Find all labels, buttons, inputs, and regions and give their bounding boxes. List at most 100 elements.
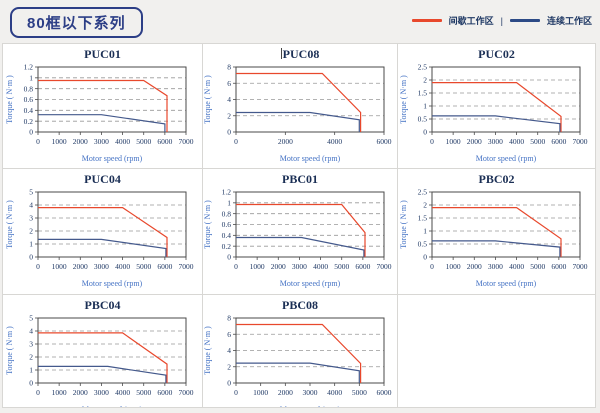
legend-label-intermittent: 间歇工作区 <box>448 16 494 26</box>
chart-title: PUC02 <box>398 44 595 62</box>
x-tick-label: 5000 <box>530 137 545 146</box>
chart-title-text: PUC02 <box>478 47 515 61</box>
x-tick-label: 0 <box>234 388 238 397</box>
plot-border <box>37 317 187 384</box>
y-tick-label: 4 <box>227 95 231 104</box>
y-tick-label: 4 <box>29 327 33 336</box>
torque-speed-chart-pbc02: 0 0.5 1 1.5 2 2.5 0 1000 2000 3000 4000 5000 6000 700… <box>399 188 588 288</box>
continuous-line <box>432 115 561 132</box>
x-tick-label: 3000 <box>94 388 109 397</box>
y-tick-label: 0 <box>29 253 33 262</box>
torque-speed-chart-puc04: 0 1 2 3 4 5 0 1000 2000 3000 4000 5000 6000 7000 Motor… <box>5 188 194 288</box>
y-axis-label: Torque ( N·m ) <box>203 200 212 249</box>
y-tick-label: 8 <box>227 314 231 323</box>
chart-title: PBC02 <box>398 169 595 187</box>
x-tick-label: 3000 <box>488 262 503 271</box>
chart-title: PUC04 <box>3 169 202 187</box>
chart-cell-puc01: PUC01 0 0.2 0.4 0.6 0.8 1 1.2 0 1000 2000 3000 4000… <box>3 44 202 168</box>
y-tick-label: 1 <box>423 227 427 236</box>
x-tick-label: 6000 <box>157 137 172 146</box>
chart-title-text: PBC02 <box>478 172 515 186</box>
y-tick-label: 3 <box>29 214 33 223</box>
continuous-line <box>38 365 167 383</box>
y-tick-label: 3 <box>29 340 33 349</box>
x-tick-label: 5000 <box>136 137 151 146</box>
intermittent-line-swatch <box>411 19 442 22</box>
x-axis-label: Motor speed (rpm) <box>82 405 143 407</box>
torque-speed-chart-pbc08: 0 2 4 6 8 0 1000 2000 3000 4000 5000 6000 Motor spee… <box>203 314 392 407</box>
y-tick-label: 0.8 <box>24 84 34 93</box>
x-tick-label: 7000 <box>179 262 194 271</box>
x-tick-label: 3000 <box>488 137 503 146</box>
y-axis-label: Torque ( N·m ) <box>203 326 212 375</box>
y-tick-label: 0.4 <box>24 106 34 115</box>
y-tick-label: 2 <box>29 227 33 236</box>
chart-cell-pbc04: PBC04 0 1 2 3 4 5 0 1000 2000 3000 4000 5000 6000 700… <box>3 295 202 407</box>
y-tick-label: 6 <box>227 330 231 339</box>
intermittent-line <box>432 207 562 257</box>
x-tick-label: 0 <box>234 137 238 146</box>
y-tick-label: 1.2 <box>24 63 34 72</box>
y-tick-label: 8 <box>227 63 231 72</box>
continuous-line <box>236 111 360 132</box>
plot-border <box>37 191 187 258</box>
y-tick-label: 1.5 <box>418 214 428 223</box>
y-axis-label: Torque ( N·m ) <box>399 200 408 249</box>
y-tick-label: 2 <box>423 201 427 210</box>
x-tick-label: 6000 <box>157 388 172 397</box>
x-tick-label: 7000 <box>377 262 392 271</box>
x-tick-label: 2000 <box>73 137 88 146</box>
x-axis-label: Motor speed (rpm) <box>82 154 143 163</box>
x-tick-label: 0 <box>36 262 40 271</box>
chart-cell-puc08: PUC08 0 2 4 6 8 0 2000 4000 6000 Motor speed (rpm… <box>203 44 397 168</box>
intermittent-line <box>38 332 168 383</box>
continuous-line <box>236 362 360 383</box>
y-tick-label: 1 <box>29 366 33 375</box>
continuous-line <box>236 236 365 257</box>
torque-speed-chart-puc08: 0 2 4 6 8 0 2000 4000 6000 Motor speed (rpm) Torqu… <box>203 63 392 163</box>
y-tick-label: 6 <box>227 79 231 88</box>
intermittent-line <box>38 207 168 257</box>
y-tick-label: 0.5 <box>418 115 428 124</box>
x-tick-label: 3000 <box>94 137 109 146</box>
torque-speed-chart-puc01: 0 0.2 0.4 0.6 0.8 11.2 0 1000 2000 3000 4000 5000 60… <box>5 63 194 163</box>
intermittent-line <box>236 203 366 257</box>
y-tick-label: 2.5 <box>418 188 428 197</box>
x-tick-label: 1000 <box>250 262 265 271</box>
plot-border <box>431 191 581 258</box>
chart-title: PBC04 <box>3 295 202 313</box>
x-tick-label: 2000 <box>467 137 482 146</box>
x-tick-label: 7000 <box>573 137 588 146</box>
x-tick-label: 5000 <box>136 262 151 271</box>
x-tick-label: 5000 <box>530 262 545 271</box>
y-tick-label: 5 <box>29 314 33 323</box>
x-axis-label: Motor speed (rpm) <box>476 279 537 288</box>
x-tick-label: 0 <box>430 137 434 146</box>
x-tick-label: 6000 <box>377 137 392 146</box>
y-tick-label: 0 <box>423 253 427 262</box>
x-tick-label: 2000 <box>73 262 88 271</box>
chart-title: PUC01 <box>3 44 202 62</box>
y-tick-label: 2.5 <box>418 63 428 72</box>
torque-speed-chart-puc02: 0 0.5 1 1.5 2 2.5 0 1000 2000 3000 4000 5000 6000 700… <box>399 63 588 163</box>
chart-title-text: PUC08 <box>282 47 320 61</box>
x-tick-label: 1000 <box>446 262 461 271</box>
intermittent-line <box>236 72 362 132</box>
chart-grid: PUC01 0 0.2 0.4 0.6 0.8 1 1.2 0 1000 2000 3000 4000… <box>2 43 596 408</box>
y-tick-label: 0.6 <box>222 220 232 229</box>
x-tick-label: 7000 <box>179 137 194 146</box>
y-tick-label: 1.2 <box>222 188 232 197</box>
x-tick-label: 1000 <box>52 388 67 397</box>
y-axis-label: Torque ( N·m ) <box>5 200 14 249</box>
x-tick-label: 6000 <box>551 137 566 146</box>
x-tick-label: 3000 <box>292 262 307 271</box>
x-tick-label: 4000 <box>327 388 342 397</box>
chart-cell-puc02: PUC02 0 0.5 1 1.5 2 2.5 0 1000 2000 3000 4000 5000 6… <box>398 44 595 168</box>
x-tick-label: 4000 <box>509 137 524 146</box>
text-caret-icon <box>280 48 282 59</box>
x-tick-label: 0 <box>234 262 238 271</box>
y-axis-label: Torque ( N·m ) <box>399 75 408 124</box>
chart-legend: 间歇工作区 | 连续工作区 <box>411 14 592 27</box>
x-axis-label: Motor speed (rpm) <box>476 154 537 163</box>
y-tick-label: 1 <box>423 102 427 111</box>
